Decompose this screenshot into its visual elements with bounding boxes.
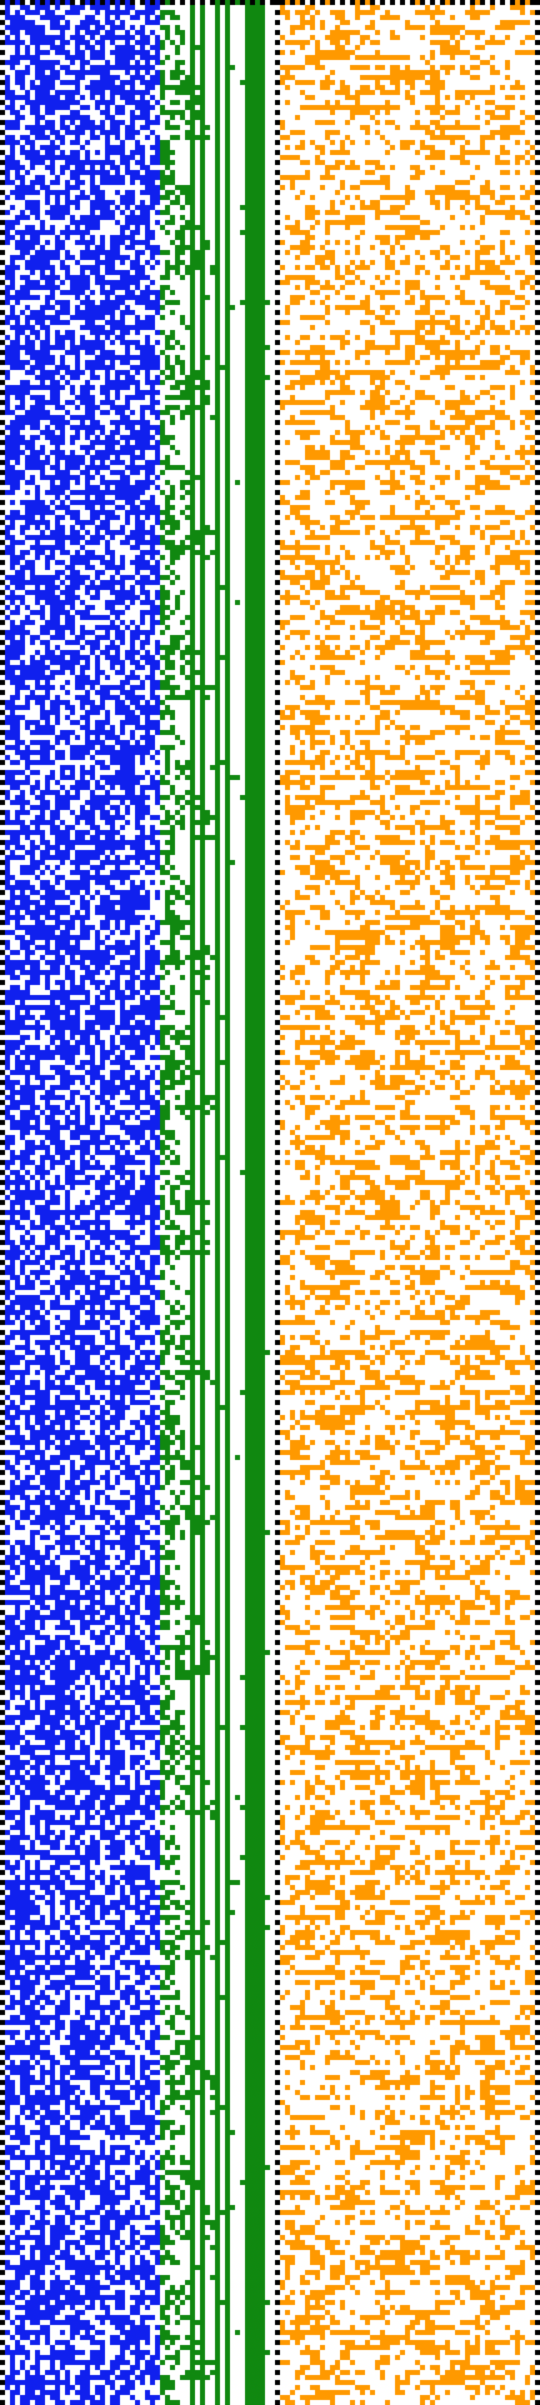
pixel-matrix-visualization <box>0 0 540 2405</box>
pixel-canvas <box>0 0 540 2405</box>
